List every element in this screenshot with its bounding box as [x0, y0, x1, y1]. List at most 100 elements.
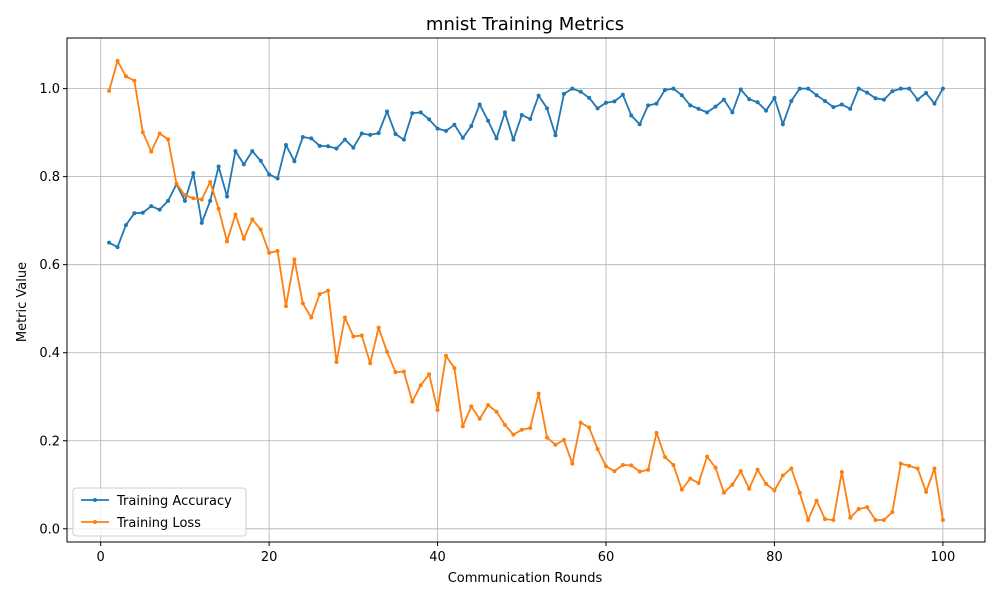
data-point-training-loss [730, 482, 735, 487]
y-tick-label: 0.0 [39, 522, 60, 537]
y-tick-label: 0.6 [39, 258, 60, 273]
plot-frame [66, 37, 986, 543]
data-point-training-loss [132, 78, 137, 83]
data-point-training-accuracy [924, 91, 929, 96]
data-point-training-accuracy [199, 220, 204, 225]
data-point-training-loss [797, 490, 802, 495]
data-point-training-accuracy [393, 131, 398, 136]
data-point-training-loss [376, 325, 381, 330]
data-point-training-accuracy [561, 91, 566, 96]
data-point-training-accuracy [747, 97, 752, 102]
data-point-training-loss [486, 403, 491, 408]
data-point-training-accuracy [612, 99, 617, 104]
data-point-training-loss [191, 196, 196, 201]
data-point-training-loss [721, 490, 726, 495]
series-line-training-accuracy [108, 87, 944, 248]
data-point-training-loss [385, 349, 390, 354]
data-point-training-loss [418, 383, 423, 388]
data-point-training-accuracy [865, 90, 870, 95]
data-point-training-loss [225, 239, 230, 244]
data-point-training-loss [764, 481, 769, 486]
data-point-training-loss [267, 250, 272, 255]
data-point-training-loss [359, 333, 364, 338]
data-point-training-accuracy [300, 135, 305, 140]
data-point-training-accuracy [342, 137, 347, 142]
data-point-training-loss [427, 372, 432, 377]
data-point-training-loss [654, 430, 659, 435]
data-point-training-loss [789, 466, 794, 471]
data-point-training-loss [595, 447, 600, 452]
series-line-training-loss [108, 59, 944, 521]
data-point-training-loss [907, 463, 912, 468]
data-point-training-accuracy [679, 93, 684, 98]
data-point-training-accuracy [107, 240, 112, 245]
data-point-training-loss [452, 366, 457, 371]
data-point-training-loss [393, 370, 398, 375]
data-point-training-accuracy [721, 97, 726, 102]
data-point-training-accuracy [662, 87, 667, 92]
data-point-training-accuracy [250, 149, 255, 154]
data-point-training-accuracy [233, 149, 238, 154]
y-axis-label: Metric Value [15, 262, 30, 342]
data-point-training-loss [831, 517, 836, 522]
y-tick-label: 0.2 [39, 434, 60, 449]
data-point-training-accuracy [873, 96, 878, 101]
legend-marker-training-loss [93, 520, 97, 524]
data-point-training-loss [881, 517, 886, 522]
data-point-training-loss [637, 469, 642, 474]
x-tick-label: 40 [429, 550, 446, 565]
data-point-training-accuracy [637, 122, 642, 127]
data-point-training-loss [115, 58, 120, 63]
data-point-training-loss [561, 437, 566, 442]
data-point-training-accuracy [553, 133, 558, 138]
legend-marker-training-accuracy [93, 498, 97, 502]
data-point-training-accuracy [671, 86, 676, 91]
data-point-training-loss [410, 399, 415, 404]
data-point-training-accuracy [427, 117, 432, 122]
data-point-training-loss [300, 301, 305, 306]
data-point-training-accuracy [881, 97, 886, 102]
data-point-training-loss [780, 473, 785, 478]
data-point-training-loss [873, 517, 878, 522]
data-point-training-accuracy [132, 211, 137, 216]
data-point-training-loss [511, 432, 516, 437]
data-point-training-accuracy [317, 143, 322, 148]
x-tick-label: 100 [930, 550, 955, 565]
data-point-training-loss [309, 315, 314, 320]
data-point-training-accuracy [688, 103, 693, 108]
data-point-training-loss [848, 515, 853, 520]
data-point-training-accuracy [502, 110, 507, 115]
data-point-training-accuracy [443, 128, 448, 133]
data-point-training-accuracy [932, 101, 937, 106]
data-point-training-loss [662, 455, 667, 460]
data-point-training-loss [275, 249, 280, 254]
data-point-training-loss [317, 292, 322, 297]
data-point-training-accuracy [140, 210, 145, 215]
data-point-training-accuracy [654, 101, 659, 106]
data-point-training-accuracy [182, 198, 187, 203]
data-point-training-loss [772, 488, 777, 493]
data-point-training-loss [747, 486, 752, 491]
data-point-training-loss [696, 481, 701, 486]
data-point-training-loss [241, 236, 246, 241]
data-point-training-loss [679, 487, 684, 492]
y-tick-label: 1.0 [39, 82, 60, 97]
data-point-training-loss [435, 407, 440, 412]
data-point-training-loss [469, 404, 474, 409]
data-point-training-accuracy [208, 198, 213, 203]
data-point-training-loss [208, 179, 213, 184]
data-point-training-loss [604, 464, 609, 469]
data-point-training-loss [140, 130, 145, 135]
data-point-training-accuracy [898, 86, 903, 91]
data-point-training-accuracy [216, 164, 221, 169]
data-point-training-loss [814, 498, 819, 503]
data-point-training-loss [646, 467, 651, 472]
data-point-training-loss [174, 181, 179, 186]
data-point-training-accuracy [764, 108, 769, 113]
data-point-training-accuracy [376, 131, 381, 136]
data-point-training-accuracy [326, 144, 331, 149]
axis-ticks: 0 20 40 60 80 100 0.0 0.2 0.4 0.6 0.8 1.0 [39, 82, 955, 565]
data-point-training-accuracy [797, 86, 802, 91]
data-point-training-accuracy [789, 98, 794, 103]
data-point-training-accuracy [275, 176, 280, 181]
